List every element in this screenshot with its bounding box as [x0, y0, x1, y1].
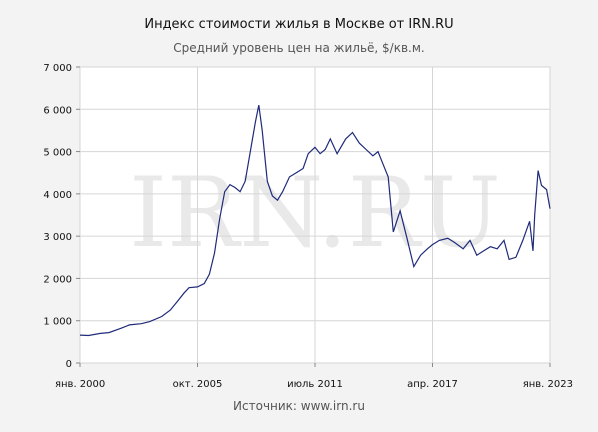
y-tick-label: 3 000 [43, 232, 72, 243]
source-text: Источник: www.irn.ru [233, 399, 365, 413]
y-tick-label: 6 000 [43, 105, 72, 116]
chart-subtitle: Средний уровень цен на жильё, $/кв.м. [173, 41, 424, 55]
x-tick-label: янв. 2023 [523, 379, 573, 390]
y-axis: 0 1 000 2 000 3 000 4 000 5 000 6 000 7 000 [43, 63, 80, 370]
y-tick-label: 5 000 [43, 148, 72, 159]
y-tick-label: 4 000 [43, 190, 72, 201]
x-tick-label: апр. 2017 [407, 379, 458, 390]
y-tick-label: 1 000 [43, 317, 72, 328]
y-tick-label: 2 000 [43, 274, 72, 285]
x-tick-label: окт. 2005 [173, 379, 223, 390]
price-line [79, 104, 551, 337]
x-tick-label: янв. 2000 [55, 379, 105, 390]
y-tick-label: 7 000 [43, 63, 72, 74]
x-tick-label: июль 2011 [287, 379, 343, 390]
grid-lines [79, 66, 551, 364]
y-tick-label: 0 [66, 359, 72, 370]
x-axis: янв. 2000 окт. 2005 июль 2011 апр. 2017 янв.… [55, 363, 573, 390]
chart-title: Индекс стоимости жилья в Москве от IRN.R… [144, 17, 453, 32]
